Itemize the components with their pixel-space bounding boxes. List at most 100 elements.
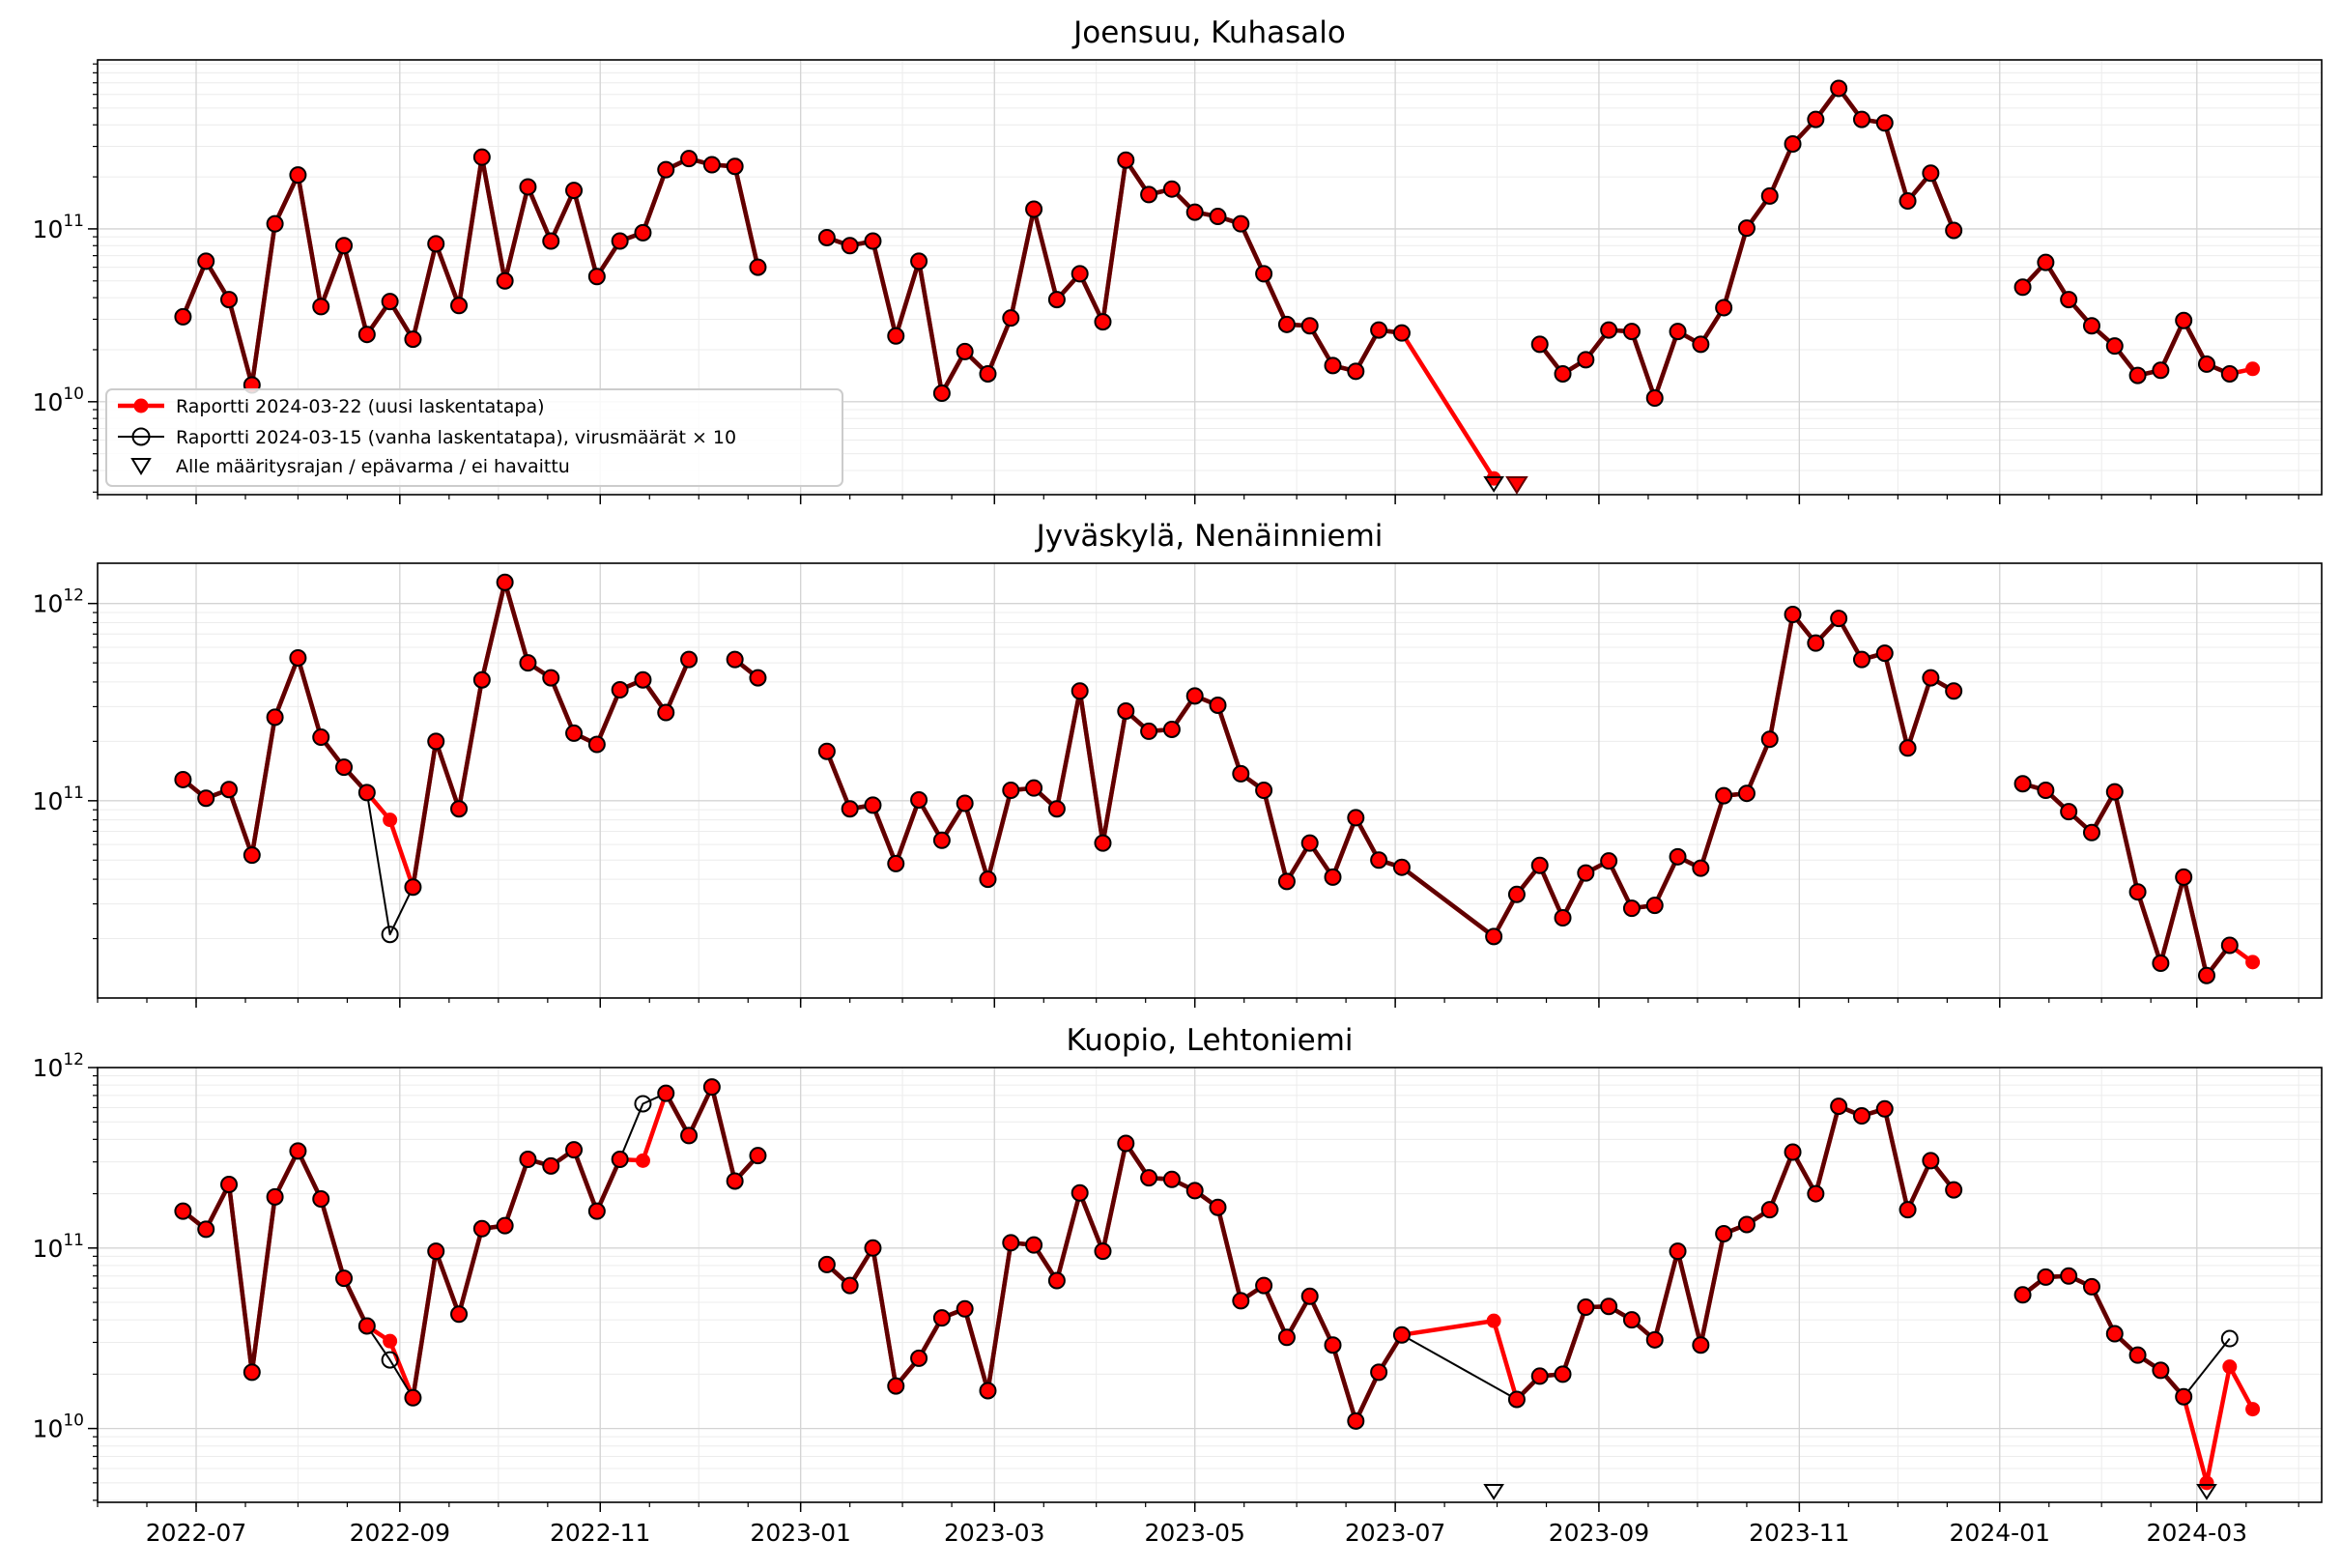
point-new <box>980 1383 995 1398</box>
point-new <box>1326 870 1341 885</box>
point-old <box>864 1239 882 1257</box>
point-old <box>357 1317 376 1335</box>
point-new <box>1026 202 1042 217</box>
point-old <box>611 681 629 699</box>
point-new <box>888 328 903 344</box>
point-old <box>174 770 192 788</box>
point-new <box>1095 1243 1110 1259</box>
series-line-overlap <box>2135 889 2163 966</box>
series-line-overlap <box>894 259 922 339</box>
point-old <box>1324 356 1342 375</box>
point-old <box>2082 317 2100 335</box>
point-old <box>1117 701 1135 720</box>
point-old <box>2175 1387 2193 1406</box>
series-line-overlap <box>296 655 324 740</box>
point-old <box>1071 682 1089 700</box>
point-old <box>956 794 974 813</box>
point-old <box>887 327 905 345</box>
point-old <box>1554 364 1572 383</box>
point-new <box>1302 836 1318 851</box>
point-new <box>1026 1238 1042 1253</box>
series-line-overlap <box>594 687 622 747</box>
point-new <box>290 650 305 666</box>
point-old <box>887 854 905 872</box>
point-old <box>1140 722 1158 740</box>
point-new <box>383 1333 398 1349</box>
series-line-overlap <box>2158 318 2186 373</box>
point-old <box>2060 803 2078 821</box>
point-old <box>1784 135 1802 154</box>
point-new <box>290 167 305 183</box>
series-line-overlap <box>962 1306 990 1393</box>
point-new <box>681 652 697 668</box>
y-tick-label: 1010 <box>33 1411 84 1443</box>
point-new <box>1118 703 1133 719</box>
point-old <box>657 1084 675 1102</box>
point-old <box>1002 1234 1020 1252</box>
point-new <box>336 1270 352 1286</box>
point-new <box>1026 781 1042 796</box>
point-old <box>381 1351 399 1369</box>
point-old <box>726 650 744 669</box>
series-line-overlap <box>1100 708 1128 845</box>
point-new <box>1072 266 1088 281</box>
point-old <box>1507 885 1526 903</box>
point-old <box>542 669 560 687</box>
point-new <box>1509 887 1525 902</box>
point-new <box>819 744 835 759</box>
point-new <box>2015 1287 2031 1302</box>
point-old <box>910 790 928 809</box>
point-new <box>359 327 375 342</box>
point-old <box>1392 858 1411 876</box>
point-new <box>635 672 650 688</box>
point-old <box>2128 883 2147 901</box>
point-new <box>2245 1402 2261 1417</box>
point-old <box>174 307 192 326</box>
series-line-overlap <box>341 243 370 337</box>
point-old <box>1530 1367 1549 1385</box>
censored-marker-new <box>1505 476 1528 495</box>
point-new <box>888 1379 903 1394</box>
point-new <box>313 1191 328 1207</box>
series-line-overlap <box>1767 612 1795 742</box>
point-new <box>980 871 995 887</box>
point-old <box>472 670 491 689</box>
point-new <box>1785 1145 1801 1160</box>
point-new <box>728 158 743 174</box>
series-line-overlap <box>226 1182 255 1375</box>
point-new <box>842 1278 858 1294</box>
point-new <box>2199 968 2214 984</box>
series-line-overlap <box>1307 1294 1335 1348</box>
series-line-overlap <box>2158 874 2186 966</box>
point-old <box>2082 1277 2100 1296</box>
point-old <box>1392 1326 1411 1344</box>
point-new <box>2130 884 2146 899</box>
x-tick-label: 2023-03 <box>944 1519 1044 1547</box>
point-new <box>1670 849 1686 865</box>
point-new <box>1348 810 1363 825</box>
point-old <box>1784 606 1802 624</box>
panel-kuopio: Kuopio, Lehtoniemi 1010 1011 1012 <box>33 1023 2323 1512</box>
series-line-overlap <box>249 715 277 858</box>
x-tick-label: 2024-01 <box>1950 1519 2050 1547</box>
axes-frame <box>97 1067 2323 1503</box>
series-line-overlap <box>341 1275 370 1328</box>
series-line-overlap <box>1905 675 1933 751</box>
series-line-overlap <box>2089 1284 2118 1336</box>
point-old <box>910 1349 928 1367</box>
point-new <box>2084 1279 2099 1295</box>
point-new <box>268 216 283 232</box>
point-old <box>1645 389 1664 408</box>
series-line-overlap <box>1699 793 1727 870</box>
point-new <box>2015 279 2031 295</box>
point-new <box>1256 266 1271 281</box>
point-new <box>1164 1172 1180 1187</box>
point-old <box>1300 834 1319 852</box>
point-new <box>2199 356 2214 372</box>
point-new <box>865 1240 880 1256</box>
series-line-overlap <box>226 297 255 387</box>
point-new <box>2153 1362 2168 1378</box>
point-old <box>817 1255 836 1273</box>
point-old <box>680 650 699 669</box>
